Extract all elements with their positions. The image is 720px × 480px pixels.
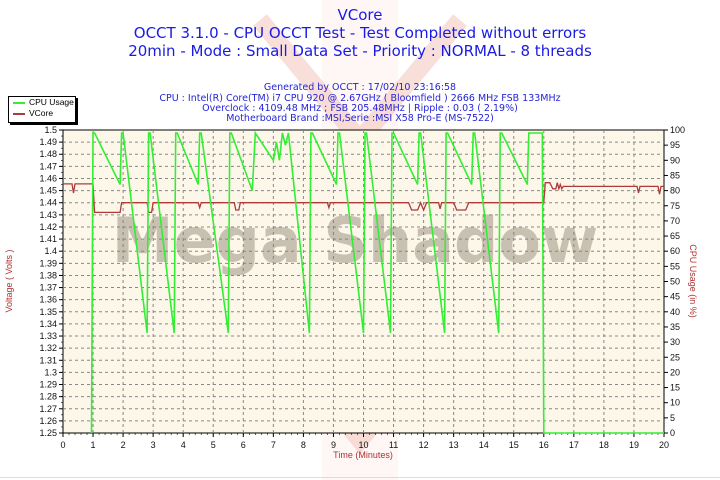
svg-text:9: 9 — [331, 440, 336, 450]
y-axis-label: Voltage ( Volts ) — [4, 249, 14, 312]
svg-text:6: 6 — [241, 440, 246, 450]
svg-text:80: 80 — [670, 186, 680, 196]
svg-text:15: 15 — [670, 383, 680, 393]
svg-text:1.42: 1.42 — [39, 222, 57, 232]
svg-text:1.32: 1.32 — [39, 343, 57, 353]
svg-text:10: 10 — [358, 440, 368, 450]
svg-text:1.3: 1.3 — [44, 367, 57, 377]
svg-text:10: 10 — [670, 398, 680, 408]
vcore-swatch-icon — [13, 113, 25, 115]
svg-text:15: 15 — [509, 440, 519, 450]
svg-text:1.35: 1.35 — [39, 307, 57, 317]
svg-text:45: 45 — [670, 292, 680, 302]
svg-text:60: 60 — [670, 246, 680, 256]
svg-text:7: 7 — [271, 440, 276, 450]
svg-text:1.34: 1.34 — [39, 319, 57, 329]
svg-text:1.31: 1.31 — [39, 355, 57, 365]
svg-text:25: 25 — [670, 352, 680, 362]
svg-text:4: 4 — [181, 440, 186, 450]
svg-text:1.46: 1.46 — [39, 173, 57, 183]
svg-text:1.43: 1.43 — [39, 210, 57, 220]
svg-text:40: 40 — [670, 307, 680, 317]
svg-text:11: 11 — [389, 440, 398, 450]
legend-label: VCore — [29, 108, 54, 118]
svg-text:1.4: 1.4 — [44, 246, 57, 256]
svg-text:2: 2 — [121, 440, 126, 450]
svg-text:3: 3 — [151, 440, 156, 450]
generated-info: Generated by OCCT : 17/02/10 23:16:58 — [263, 82, 457, 93]
svg-text:16: 16 — [539, 440, 549, 450]
svg-text:1.44: 1.44 — [39, 198, 57, 208]
cpu-usage-swatch-icon — [13, 102, 25, 104]
svg-text:1.25: 1.25 — [39, 428, 57, 438]
svg-text:1.37: 1.37 — [39, 283, 57, 293]
legend-label: CPU Usage — [29, 97, 74, 107]
svg-text:18: 18 — [599, 440, 609, 450]
svg-text:65: 65 — [670, 231, 680, 241]
x-axis-label: Time (Minutes) — [333, 450, 393, 460]
svg-text:8: 8 — [301, 440, 306, 450]
axis-ticks: 1.25 1.26 1.27 1.28 1.29 1.3 1.31 1.32 1.33 1.34 1… — [39, 125, 685, 450]
svg-text:95: 95 — [670, 140, 680, 150]
svg-text:19: 19 — [629, 440, 639, 450]
svg-text:75: 75 — [670, 201, 680, 211]
cpu-info: CPU : Intel(R) Core(TM) i7 CPU 920 @ 2.6… — [159, 93, 561, 104]
svg-text:100: 100 — [670, 125, 685, 135]
svg-text:1.5: 1.5 — [44, 125, 57, 135]
motherboard-info: Motherboard Brand :MSI,Serie :MSI X58 Pr… — [226, 113, 494, 124]
svg-text:70: 70 — [670, 216, 680, 226]
svg-text:12: 12 — [419, 440, 429, 450]
svg-text:85: 85 — [670, 170, 680, 180]
legend-item-vcore: VCore — [9, 108, 75, 119]
svg-text:5: 5 — [211, 440, 216, 450]
svg-text:1.47: 1.47 — [39, 161, 57, 171]
legend-item-cpu-usage: CPU Usage — [9, 97, 75, 108]
svg-text:0: 0 — [670, 428, 675, 438]
svg-text:55: 55 — [670, 261, 680, 271]
svg-text:35: 35 — [670, 322, 680, 332]
chart-title: VCore — [337, 6, 383, 24]
svg-text:5: 5 — [670, 413, 675, 423]
y2-axis-label: CPU Usage (in %) — [688, 244, 698, 318]
chart-legend: CPU Usage VCore — [8, 96, 76, 123]
svg-text:90: 90 — [670, 155, 680, 165]
svg-text:50: 50 — [670, 277, 680, 287]
svg-text:1.48: 1.48 — [39, 149, 57, 159]
svg-text:1.41: 1.41 — [39, 234, 57, 244]
svg-text:20: 20 — [659, 440, 669, 450]
vcore-series-line — [63, 182, 664, 214]
svg-text:1.38: 1.38 — [39, 270, 57, 280]
svg-text:17: 17 — [569, 440, 579, 450]
svg-text:1.29: 1.29 — [39, 380, 57, 390]
svg-text:1.39: 1.39 — [39, 258, 57, 268]
svg-text:1.36: 1.36 — [39, 295, 57, 305]
svg-text:1.33: 1.33 — [39, 331, 57, 341]
svg-text:1.28: 1.28 — [39, 392, 57, 402]
divider — [0, 477, 720, 478]
svg-text:1.27: 1.27 — [39, 404, 57, 414]
test-settings: 20min - Mode : Small Data Set - Priority… — [128, 42, 592, 60]
cpu-usage-series-line — [90, 130, 664, 434]
svg-text:20: 20 — [670, 367, 680, 377]
test-summary: OCCT 3.1.0 - CPU OCCT Test - Test Comple… — [133, 24, 587, 42]
svg-text:1: 1 — [91, 440, 96, 450]
svg-text:1.45: 1.45 — [39, 186, 57, 196]
svg-text:1.26: 1.26 — [39, 416, 57, 426]
svg-text:14: 14 — [479, 440, 489, 450]
svg-text:1.49: 1.49 — [39, 137, 57, 147]
svg-text:0: 0 — [60, 440, 65, 450]
overclock-info: Overclock : 4109.48 MHz ; FSB 205.48MHz … — [202, 103, 518, 114]
svg-text:30: 30 — [670, 337, 680, 347]
svg-text:13: 13 — [449, 440, 459, 450]
